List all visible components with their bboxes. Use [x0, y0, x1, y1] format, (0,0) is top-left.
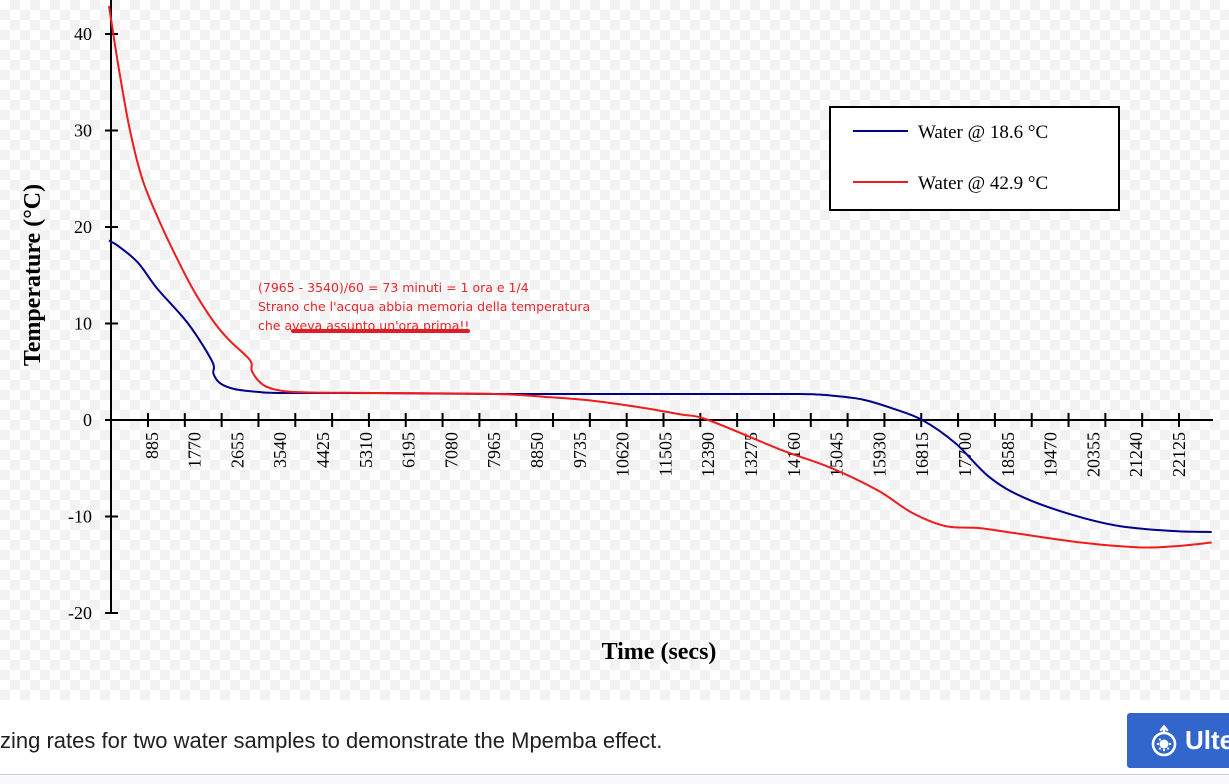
- x-tick-label: 5310: [356, 432, 376, 468]
- x-tick-label: 13275: [741, 432, 761, 477]
- y-tick-label: 0: [83, 410, 92, 430]
- button-label: Ulte: [1185, 725, 1229, 755]
- x-tick-label: 10620: [613, 432, 633, 477]
- chart-area: -20 -10 0 10 20 30 40 885 1770 2655 3540 4425 5310 61…: [0, 0, 1229, 700]
- annotation-line-2: Strano che l'acqua abbia memoria della t…: [258, 299, 591, 314]
- legend-box: [829, 106, 1120, 211]
- divider: [0, 774, 1229, 775]
- caption-bar: [0, 708, 1229, 774]
- footer-strip: [0, 775, 1229, 784]
- x-tick-label: 885: [142, 432, 162, 459]
- x-tick-label: 15045: [827, 432, 847, 477]
- series-line-2: [108, 5, 1212, 549]
- x-tick-label: 16815: [912, 432, 932, 477]
- ulterior-button[interactable]: Ulte: [1127, 713, 1229, 768]
- y-tick-label: 10: [74, 314, 92, 334]
- x-tick-label: 17700: [955, 432, 975, 477]
- y-tick-label: -20: [68, 603, 92, 623]
- y-tick-label: -10: [68, 507, 92, 527]
- wikimedia-commons-icon: [1151, 724, 1177, 756]
- x-tick-label: 2655: [227, 432, 247, 468]
- x-tick-label: 6195: [399, 432, 419, 468]
- x-tick-label: 3540: [270, 432, 290, 468]
- x-tick-label: 11505: [655, 432, 675, 476]
- x-tick-label: 15930: [869, 432, 889, 477]
- x-tick-label: 18585: [998, 432, 1018, 477]
- x-tick-label: 19470: [1041, 432, 1061, 477]
- legend-label-1: Water @ 18.6 °C: [918, 122, 1048, 143]
- annotation-line-1: (7965 - 3540)/60 = 73 minuti = 1 ora e 1…: [258, 280, 529, 295]
- x-tick-label: 1770: [185, 432, 205, 468]
- x-axis-title: Time (secs): [602, 639, 717, 665]
- y-axis-title: Temperature (°C): [20, 184, 46, 366]
- y-tick-label: 40: [74, 24, 92, 44]
- x-tick-label: 8850: [527, 432, 547, 468]
- handwritten-annotation: (7965 - 3540)/60 = 73 minuti = 1 ora e 1…: [258, 278, 590, 335]
- x-tick-label: 9735: [570, 432, 590, 468]
- x-tick-label: 4425: [313, 432, 333, 468]
- line-chart: -20 -10 0 10 20 30 40 885 1770 2655 3540 4425 5310 61…: [20, 0, 1213, 665]
- series-line-1: [108, 239, 1212, 533]
- annotation-underline: [291, 329, 470, 333]
- y-tick-label: 20: [74, 217, 92, 237]
- x-tick-label: 20355: [1083, 432, 1103, 477]
- y-tick-label: 30: [74, 121, 92, 141]
- x-tick-label: 21240: [1126, 432, 1146, 477]
- x-tick-label: 22125: [1169, 432, 1189, 477]
- x-tick-label: 12390: [698, 432, 718, 477]
- legend-label-2: Water @ 42.9 °C: [918, 173, 1048, 194]
- x-tick-label: 7080: [441, 432, 461, 468]
- x-tick-label: 7965: [484, 432, 504, 468]
- figure-caption: zing rates for two water samples to demo…: [0, 728, 663, 753]
